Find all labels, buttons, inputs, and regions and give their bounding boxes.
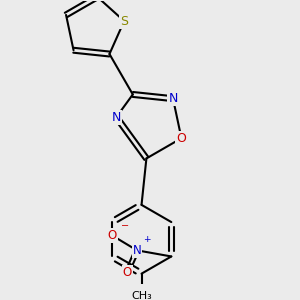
- Text: O: O: [108, 229, 117, 242]
- Text: S: S: [120, 14, 128, 28]
- Text: O: O: [176, 132, 186, 145]
- Text: CH₃: CH₃: [131, 291, 152, 300]
- Text: N: N: [168, 92, 178, 105]
- Text: N: N: [133, 244, 141, 257]
- Text: O: O: [122, 266, 132, 279]
- Text: −: −: [121, 221, 129, 231]
- Text: +: +: [143, 235, 151, 244]
- Text: N: N: [112, 111, 121, 124]
